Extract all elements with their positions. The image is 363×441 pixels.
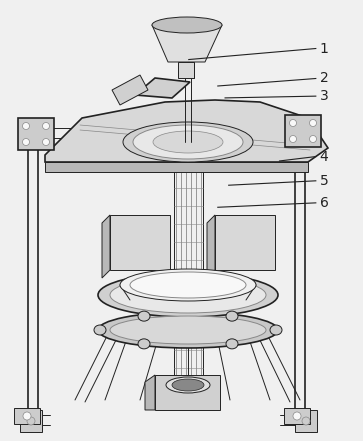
Text: 6: 6 <box>320 196 329 210</box>
Ellipse shape <box>270 325 282 335</box>
Text: 3: 3 <box>320 89 329 103</box>
Ellipse shape <box>226 311 238 321</box>
Ellipse shape <box>293 412 301 420</box>
Ellipse shape <box>226 339 238 349</box>
Ellipse shape <box>42 138 49 146</box>
Ellipse shape <box>110 277 266 313</box>
Ellipse shape <box>130 272 246 298</box>
Ellipse shape <box>123 122 253 162</box>
Polygon shape <box>284 408 310 424</box>
Polygon shape <box>20 410 42 432</box>
Ellipse shape <box>110 316 266 344</box>
Ellipse shape <box>302 417 310 425</box>
Ellipse shape <box>27 417 35 425</box>
Polygon shape <box>18 118 54 150</box>
Polygon shape <box>295 410 317 432</box>
Ellipse shape <box>153 131 223 153</box>
Polygon shape <box>102 215 110 278</box>
Bar <box>110 215 170 270</box>
Bar <box>178 62 194 78</box>
Polygon shape <box>45 100 328 162</box>
Ellipse shape <box>152 17 222 33</box>
Ellipse shape <box>42 123 49 130</box>
Ellipse shape <box>138 311 150 321</box>
Ellipse shape <box>172 379 204 391</box>
Ellipse shape <box>138 339 150 349</box>
Ellipse shape <box>98 273 278 317</box>
Text: 4: 4 <box>320 149 329 164</box>
Polygon shape <box>152 25 222 62</box>
Text: 2: 2 <box>320 71 329 86</box>
Ellipse shape <box>23 138 29 146</box>
Ellipse shape <box>120 269 256 301</box>
Ellipse shape <box>133 125 243 159</box>
Ellipse shape <box>166 377 210 393</box>
Ellipse shape <box>94 325 106 335</box>
Ellipse shape <box>98 312 278 348</box>
Bar <box>155 375 220 410</box>
Polygon shape <box>45 162 308 172</box>
Ellipse shape <box>310 135 317 142</box>
Ellipse shape <box>310 120 317 127</box>
Bar <box>215 215 275 270</box>
Polygon shape <box>145 375 155 410</box>
Polygon shape <box>285 115 321 147</box>
Polygon shape <box>112 75 148 105</box>
Polygon shape <box>14 408 40 424</box>
Ellipse shape <box>23 412 31 420</box>
Polygon shape <box>207 215 215 278</box>
Text: 5: 5 <box>320 174 329 188</box>
Polygon shape <box>135 78 190 98</box>
Ellipse shape <box>23 123 29 130</box>
Ellipse shape <box>290 135 297 142</box>
Text: 1: 1 <box>320 41 329 56</box>
Ellipse shape <box>290 120 297 127</box>
